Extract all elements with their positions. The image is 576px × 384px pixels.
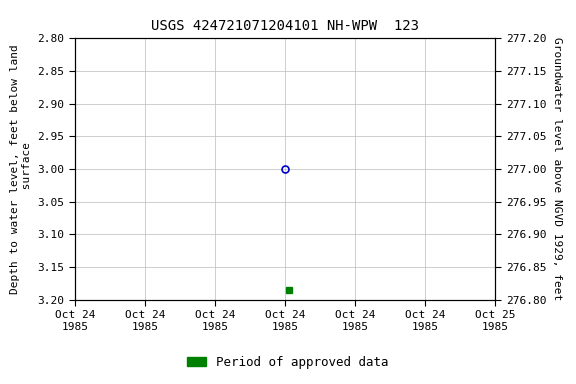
Y-axis label: Depth to water level, feet below land
 surface: Depth to water level, feet below land su…	[10, 44, 32, 294]
Title: USGS 424721071204101 NH-WPW  123: USGS 424721071204101 NH-WPW 123	[151, 19, 419, 33]
Y-axis label: Groundwater level above NGVD 1929, feet: Groundwater level above NGVD 1929, feet	[552, 37, 562, 301]
Legend: Period of approved data: Period of approved data	[183, 351, 393, 374]
